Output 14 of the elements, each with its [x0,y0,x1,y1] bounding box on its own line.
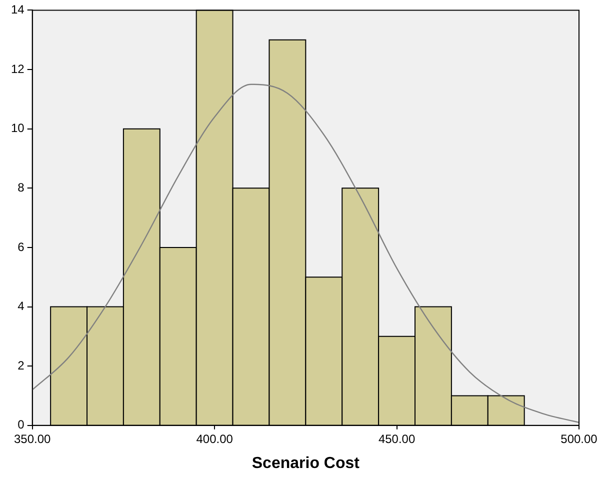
x-tick-label: 500.00 [560,432,598,446]
y-tick-label: 4 [18,299,25,314]
line-series [32,84,579,424]
y-tick-label: 0 [18,418,25,432]
y-tick-label: 12 [10,62,25,76]
y-tick-label: 14 [10,2,25,17]
y-tick-label: 8 [18,180,25,194]
y-tick-label: 6 [18,240,25,254]
y-tick-label: 2 [18,358,25,372]
x-tick-label: 350.00 [14,432,52,446]
y-tick-label: 10 [10,121,25,136]
x-axis-title: Scenario Cost [252,454,360,472]
x-tick-label: 450.00 [378,432,416,446]
x-tick-label: 400.00 [196,432,234,446]
